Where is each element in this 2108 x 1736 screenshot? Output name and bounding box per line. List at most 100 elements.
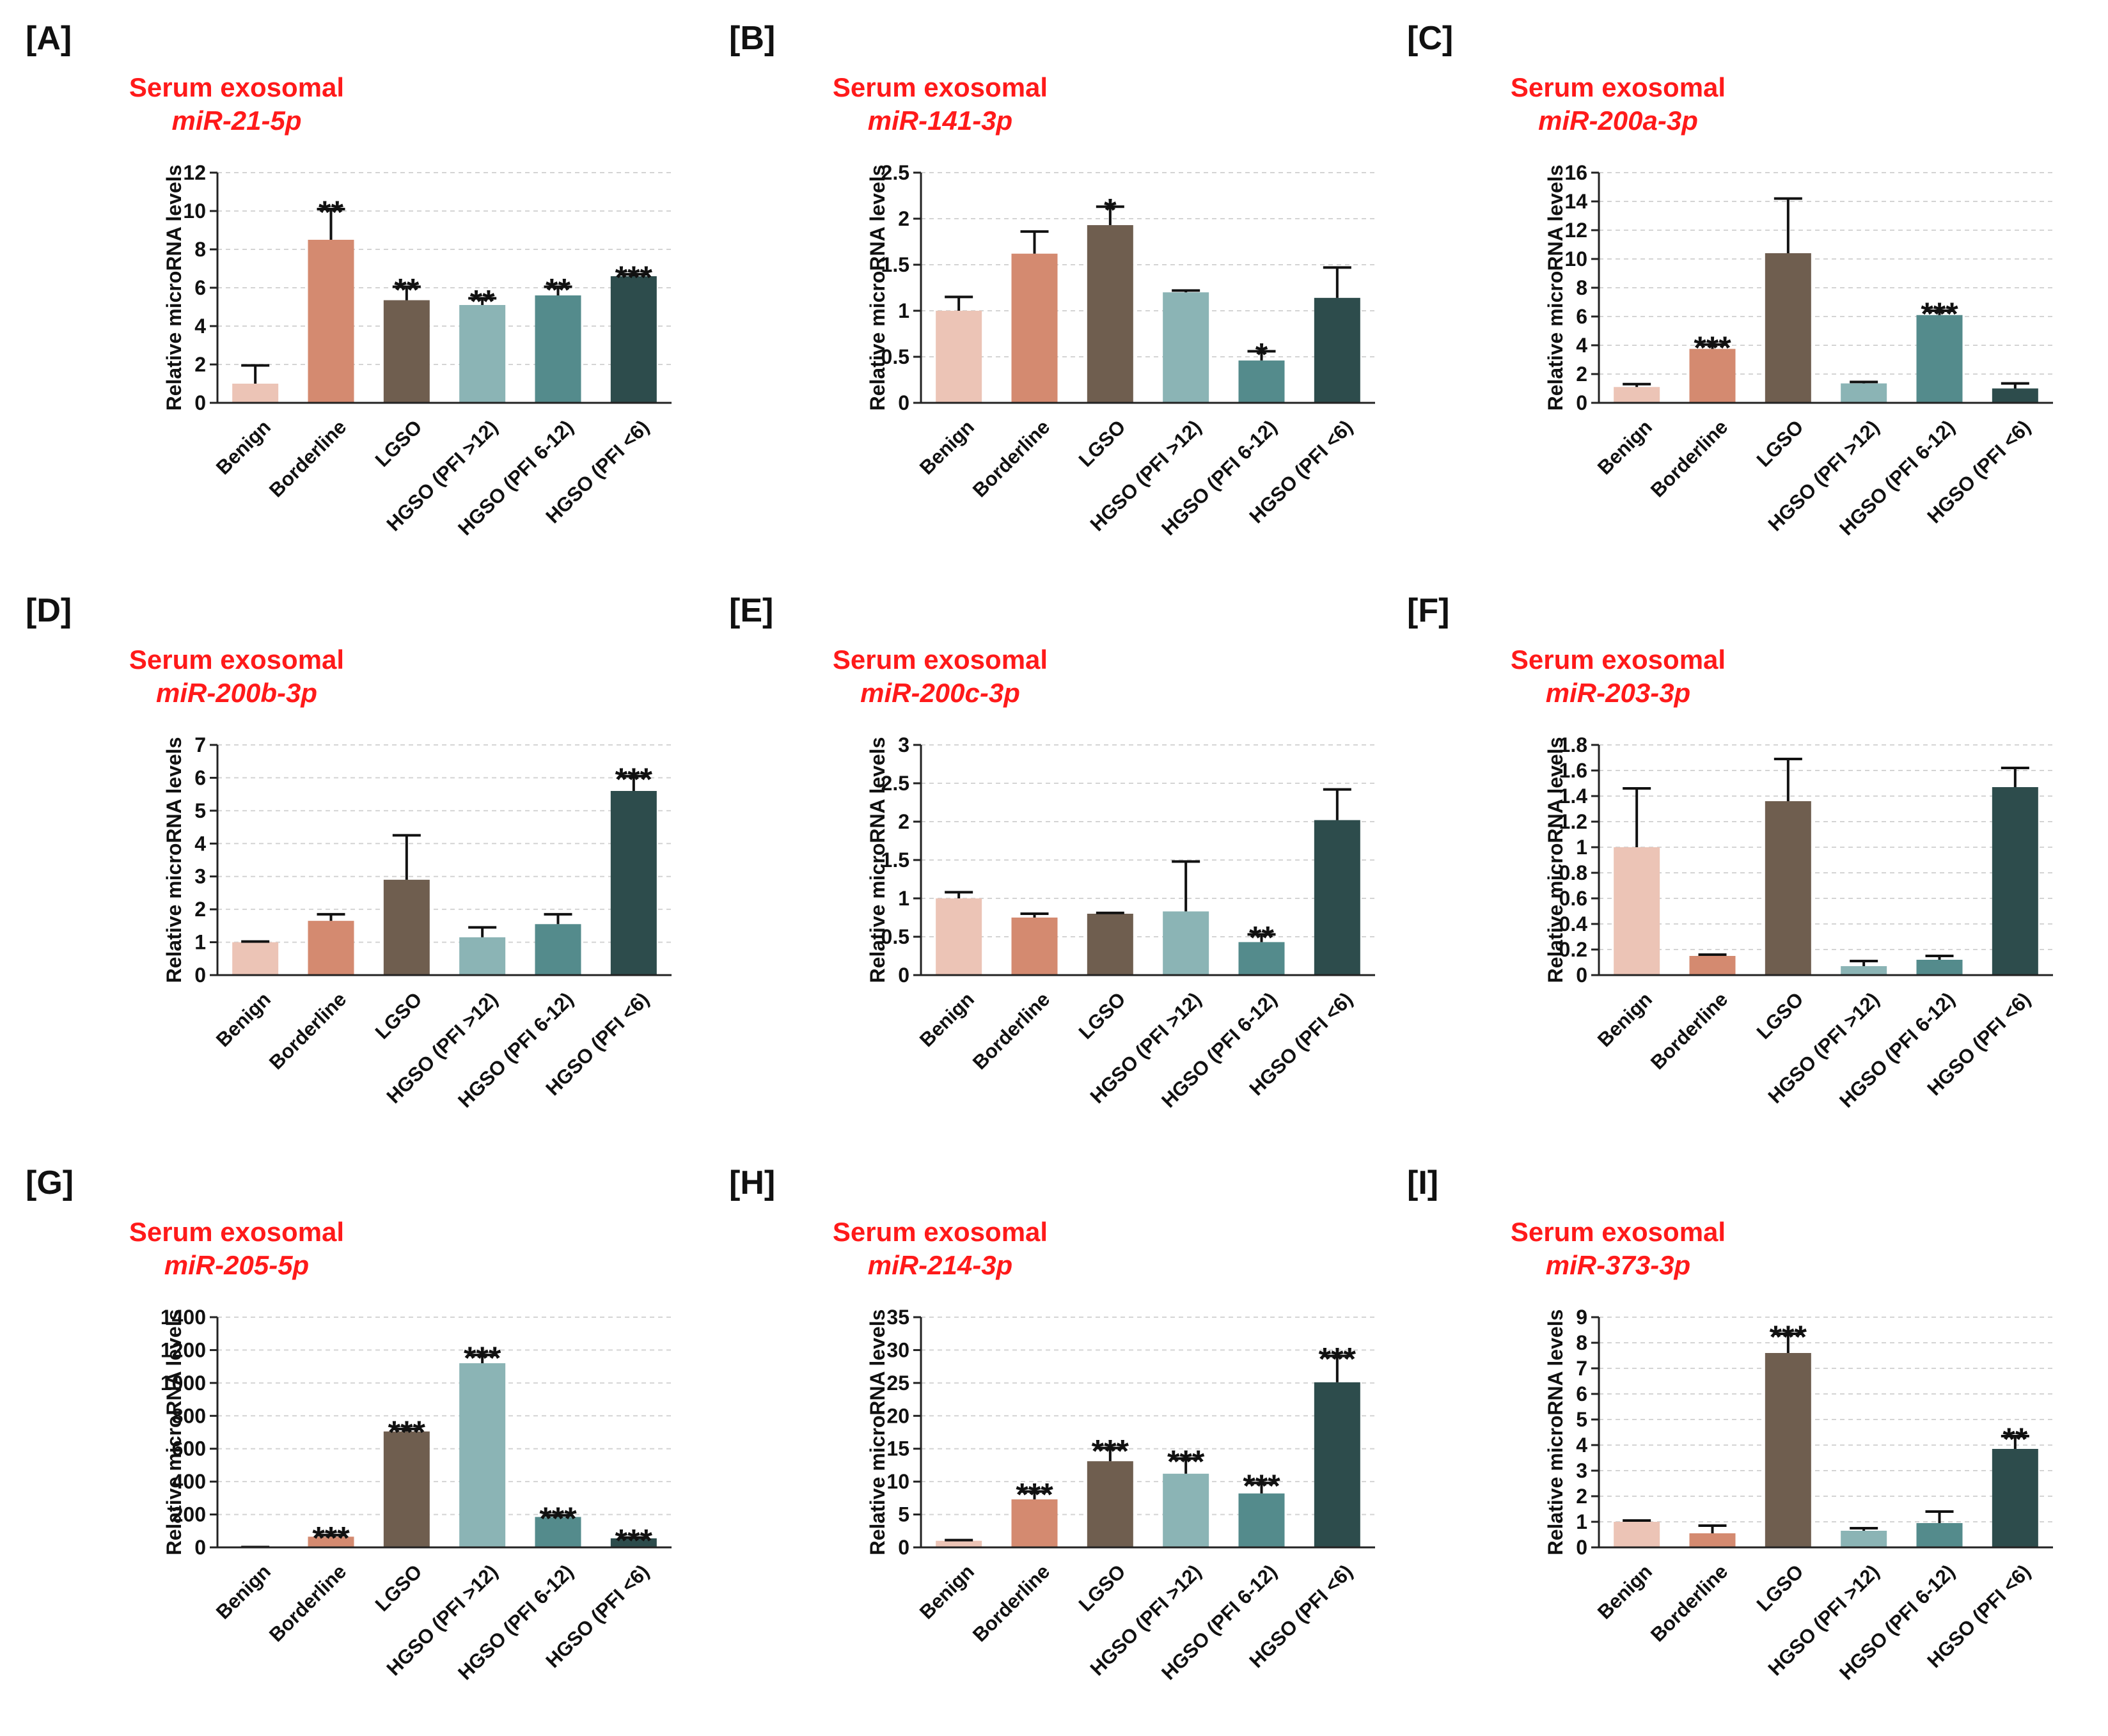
bar	[1087, 914, 1133, 975]
y-tick-label: 1000	[161, 1372, 206, 1395]
chart-title: Serum exosomal	[129, 1217, 345, 1247]
panel-label: [B]	[729, 20, 776, 57]
significance-label: **	[394, 272, 419, 308]
chart-subtitle: miR-205-5p	[164, 1250, 310, 1280]
y-tick-label: 10	[886, 1470, 909, 1493]
x-tick-label: Benign	[915, 1560, 979, 1623]
significance-label: ***	[388, 1414, 426, 1450]
bar	[936, 898, 982, 975]
y-tick-label: 1	[1576, 1510, 1587, 1533]
y-tick-label: 25	[886, 1372, 909, 1395]
chart-panel-g: [G] Serum exosomal miR-205-5p Relative m…	[26, 1164, 704, 1726]
chart-title: Serum exosomal	[129, 72, 345, 102]
y-tick-label: 6	[194, 766, 206, 789]
bar	[535, 924, 581, 975]
significance-label: ***	[1319, 1341, 1357, 1377]
chart-subtitle: miR-200b-3p	[155, 678, 318, 708]
significance-label: ***	[615, 1523, 653, 1559]
bar	[1916, 960, 1963, 975]
significance-label: **	[546, 272, 570, 308]
y-tick-label: 12	[1564, 219, 1587, 242]
bar	[1992, 787, 2038, 975]
y-tick-label: 0	[898, 964, 909, 987]
bar	[1765, 801, 1811, 975]
bar	[459, 305, 506, 403]
y-tick-label: 0	[194, 1536, 206, 1559]
bar	[232, 384, 279, 403]
x-tick-label: LGSO	[371, 416, 427, 471]
x-tick-label: LGSO	[1752, 1560, 1808, 1616]
chart-panel-e: [E] Serum exosomal miR-200c-3p Relative …	[729, 591, 1407, 1154]
x-tick-label: LGSO	[1752, 416, 1808, 471]
y-tick-label: 9	[1576, 1306, 1587, 1329]
significance-label: **	[319, 194, 343, 230]
y-tick-label: 5	[194, 799, 206, 822]
bar	[1614, 1522, 1660, 1547]
y-tick-label: 16	[1564, 161, 1587, 184]
significance-label: ***	[1167, 1444, 1205, 1480]
chart-subtitle: miR-21-5p	[171, 106, 302, 136]
bar	[1011, 918, 1058, 975]
bar	[1841, 1531, 1887, 1547]
y-tick-label: 8	[1576, 276, 1587, 299]
significance-label: ***	[615, 260, 653, 295]
x-tick-label: Borderline	[265, 1560, 350, 1646]
bar	[1238, 360, 1285, 403]
x-tick-label: LGSO	[371, 1560, 427, 1616]
panel-label: [D]	[26, 592, 72, 629]
y-tick-label: 1.4	[1559, 785, 1588, 808]
y-tick-label: 2	[194, 353, 206, 376]
y-tick-label: 1400	[161, 1306, 206, 1329]
significance-label: *	[1104, 192, 1117, 228]
bar	[308, 240, 354, 403]
x-tick-label: Borderline	[968, 1560, 1054, 1646]
bar	[1011, 253, 1058, 403]
panel-label: [E]	[729, 592, 774, 629]
bar	[535, 1517, 581, 1547]
chart-panel-f: [F] Serum exosomal miR-203-3p Relative m…	[1407, 591, 2085, 1154]
y-tick-label: 0	[194, 964, 206, 987]
y-tick-label: 2	[1576, 363, 1587, 386]
y-tick-label: 7	[1576, 1357, 1587, 1380]
y-tick-label: 2	[898, 207, 909, 230]
y-tick-label: 12	[183, 161, 206, 184]
bar	[1689, 956, 1736, 975]
y-tick-label: 1.5	[881, 848, 909, 872]
bar	[1087, 225, 1133, 403]
chart-subtitle: miR-200c-3p	[860, 678, 1020, 708]
chart-subtitle: miR-373-3p	[1545, 1250, 1691, 1280]
y-tick-label: 600	[172, 1437, 206, 1460]
significance-label: ***	[1016, 1477, 1053, 1513]
y-tick-label: 800	[172, 1404, 206, 1427]
x-tick-label: LGSO	[1752, 988, 1808, 1044]
bar	[1765, 1353, 1811, 1547]
chart-title: Serum exosomal	[832, 1217, 1048, 1247]
y-tick-label: 3	[194, 865, 206, 888]
significance-label: ***	[539, 1501, 577, 1537]
bar	[1916, 1523, 1963, 1547]
chart-panel-c: [C] Serum exosomal miR-200a-3p Relative …	[1407, 19, 2085, 582]
y-tick-label: 2	[194, 898, 206, 921]
y-tick-label: 0.5	[881, 345, 909, 368]
y-tick-label: 1.5	[881, 253, 909, 276]
bar	[936, 1540, 982, 1547]
y-tick-label: 35	[886, 1306, 909, 1329]
bar-chart: 024681012Benign**Borderline**LGSO**HGSO …	[183, 161, 672, 540]
panel-label: [C]	[1407, 20, 1454, 57]
y-tick-label: 0	[1576, 964, 1587, 987]
x-tick-label: Borderline	[968, 416, 1054, 501]
bar	[459, 1363, 506, 1547]
chart-subtitle: miR-200a-3p	[1538, 106, 1698, 136]
y-tick-label: 7	[194, 733, 206, 756]
bar	[1992, 388, 2038, 403]
bar	[1163, 292, 1209, 403]
significance-label: ***	[1092, 1434, 1129, 1469]
significance-label: ***	[615, 762, 653, 797]
chart-title: Serum exosomal	[1510, 72, 1726, 102]
y-tick-label: 0	[1576, 1536, 1587, 1559]
y-tick-label: 2	[898, 810, 909, 833]
bar	[1916, 315, 1963, 403]
y-tick-label: 4	[194, 832, 206, 855]
